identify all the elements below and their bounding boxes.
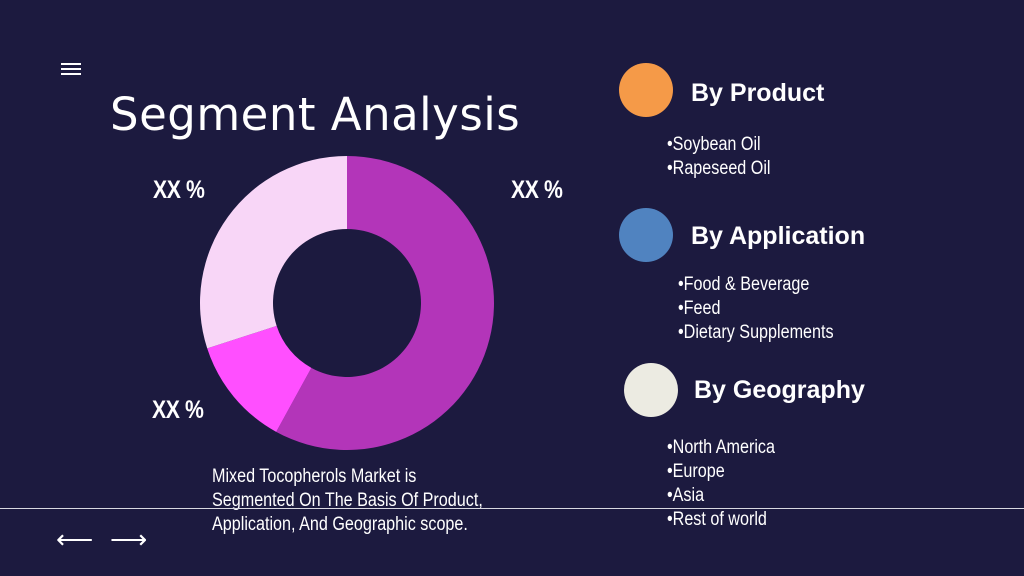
left-arrow-icon[interactable]: ⟵ — [56, 524, 94, 554]
list-item: Rapeseed Oil — [667, 157, 771, 181]
page-title: Segment Analysis — [110, 88, 521, 141]
list-item: Asia — [667, 484, 775, 508]
hamburger-menu-icon[interactable] — [61, 63, 81, 79]
by-product-circle-icon — [619, 63, 673, 117]
by-product-title: By Product — [691, 79, 825, 107]
divider-line — [0, 508, 1024, 509]
by-geography-title: By Geography — [694, 376, 865, 404]
donut-slice-1 — [276, 156, 494, 451]
by-application-title: By Application — [691, 222, 866, 250]
list-item: Feed — [678, 297, 834, 321]
list-item: Dietary Supplements — [678, 321, 834, 345]
list-item: Soybean Oil — [667, 133, 771, 157]
donut-chart — [199, 156, 494, 451]
donut-slice-3 — [199, 156, 347, 349]
by-geography-list: North America Europe Asia Rest of world — [667, 436, 775, 532]
by-application-circle-icon — [619, 208, 673, 262]
list-item: Food & Beverage — [678, 273, 834, 297]
by-product-list: Soybean Oil Rapeseed Oil — [667, 133, 771, 181]
right-arrow-icon[interactable]: ⟶ — [110, 524, 148, 554]
caption-text: Mixed Tocopherols Market is Segmented On… — [212, 466, 483, 535]
list-item: North America — [667, 436, 775, 460]
donut-slice-2 — [207, 325, 312, 432]
list-item: Europe — [667, 460, 775, 484]
by-geography-circle-icon — [624, 363, 678, 417]
by-application-list: Food & Beverage Feed Dietary Supplements — [678, 273, 834, 345]
chart-label-top-left: XX % — [153, 176, 205, 204]
chart-label-top-right: XX % — [511, 176, 563, 204]
chart-label-bottom-left: XX % — [152, 396, 204, 424]
list-item: Rest of world — [667, 508, 775, 532]
